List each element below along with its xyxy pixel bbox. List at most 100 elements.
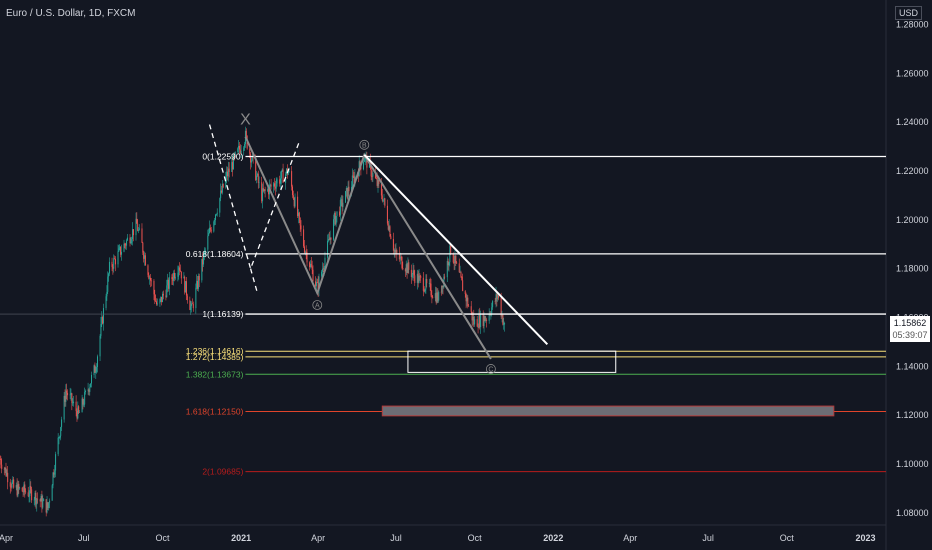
candle-body — [345, 191, 347, 203]
candle-body — [371, 176, 373, 177]
candle-body — [186, 295, 188, 301]
candle-body — [486, 319, 488, 321]
candle-body — [24, 484, 26, 492]
candle-body — [0, 459, 2, 465]
candle-body — [400, 256, 402, 258]
candle-body — [411, 273, 413, 278]
fib-level-label: 2(1.09685) — [202, 467, 243, 477]
candle-body — [316, 281, 318, 283]
time-tick-label: 2021 — [231, 533, 251, 543]
candle-body — [452, 253, 454, 263]
candle-body — [19, 487, 21, 489]
candle-body — [53, 472, 55, 475]
candle-body — [240, 150, 242, 154]
fib-level-label: 1.382(1.13673) — [186, 369, 244, 379]
candle-body — [480, 313, 482, 328]
candle-body — [185, 281, 187, 293]
candle-body — [225, 176, 227, 188]
candle-body — [195, 287, 197, 309]
candle-body — [16, 485, 18, 496]
candle-body — [448, 262, 450, 266]
candle-body — [3, 468, 5, 470]
candle-body — [198, 275, 200, 281]
candle-body — [79, 412, 81, 413]
price-tick-label: 1.12000 — [896, 410, 929, 420]
candle-body — [330, 237, 332, 240]
candle-body — [190, 306, 192, 310]
candle-body — [430, 283, 432, 296]
candle-body — [380, 184, 382, 196]
currency-label[interactable]: USD — [894, 6, 922, 20]
candle-body — [334, 212, 336, 225]
candle-body — [263, 189, 265, 192]
candle-body — [237, 148, 239, 152]
candle-body — [47, 502, 49, 508]
candle-body — [126, 240, 128, 246]
candle-body — [31, 489, 33, 501]
candle-body — [396, 250, 398, 254]
candle-body — [155, 300, 157, 302]
candle-body — [138, 229, 140, 231]
bar-countdown: 05:39:07 — [892, 330, 928, 340]
candle-body — [352, 175, 354, 177]
candle-body — [25, 491, 27, 493]
candle-body — [250, 153, 252, 163]
candle-body — [297, 196, 299, 217]
candle-body — [148, 274, 150, 279]
candle-body — [9, 482, 11, 487]
candle-body — [410, 269, 412, 278]
candle-body — [494, 301, 496, 302]
target-zone-red — [381, 405, 835, 417]
candle-body — [394, 249, 396, 253]
candle-body — [143, 252, 145, 259]
candle-body — [466, 297, 468, 302]
candle-body — [41, 495, 43, 508]
candle-body — [454, 255, 456, 264]
candle-body — [383, 198, 385, 200]
candle-body — [141, 228, 143, 243]
candle-body — [436, 292, 438, 303]
candle-body — [85, 390, 87, 393]
candle-body — [309, 262, 311, 268]
candle-body — [274, 183, 276, 187]
candle-body — [185, 281, 187, 296]
candle-body — [59, 435, 61, 438]
candle-body — [490, 314, 492, 316]
candle-body — [459, 272, 461, 273]
candle-body — [359, 161, 361, 166]
candle-body — [372, 172, 374, 177]
candle-body — [347, 186, 349, 199]
candle-body — [441, 285, 443, 293]
candle-body — [113, 258, 115, 269]
candle-body — [376, 178, 378, 186]
candle-body — [333, 219, 335, 240]
candle-body — [124, 243, 126, 245]
candle-body — [46, 502, 48, 513]
candle-body — [161, 293, 163, 303]
candle-body — [1, 464, 3, 469]
candle-body — [90, 383, 92, 388]
candle-body — [222, 183, 224, 188]
candle-body — [71, 393, 73, 403]
candle-body — [425, 278, 427, 290]
fib-level-label: 0(1.22590) — [202, 152, 243, 162]
candle-body — [401, 256, 403, 268]
candle-body — [395, 250, 397, 253]
candle-body — [363, 159, 365, 162]
price-tick-label: 1.24000 — [896, 117, 929, 127]
symbol-title[interactable]: Euro / U.S. Dollar, 1D, FXCM — [6, 8, 136, 19]
candle-body — [435, 293, 437, 303]
candle-body — [261, 182, 263, 202]
price-tick-label: 1.26000 — [896, 68, 929, 78]
candle-body — [311, 266, 313, 270]
candle-body — [299, 217, 301, 226]
price-axis-background[interactable] — [886, 0, 932, 550]
candle-body — [455, 255, 457, 263]
candle-body — [42, 500, 44, 508]
candle-body — [208, 232, 210, 236]
candle-body — [280, 170, 282, 179]
candle-body — [125, 244, 127, 246]
candle-body — [215, 214, 217, 221]
